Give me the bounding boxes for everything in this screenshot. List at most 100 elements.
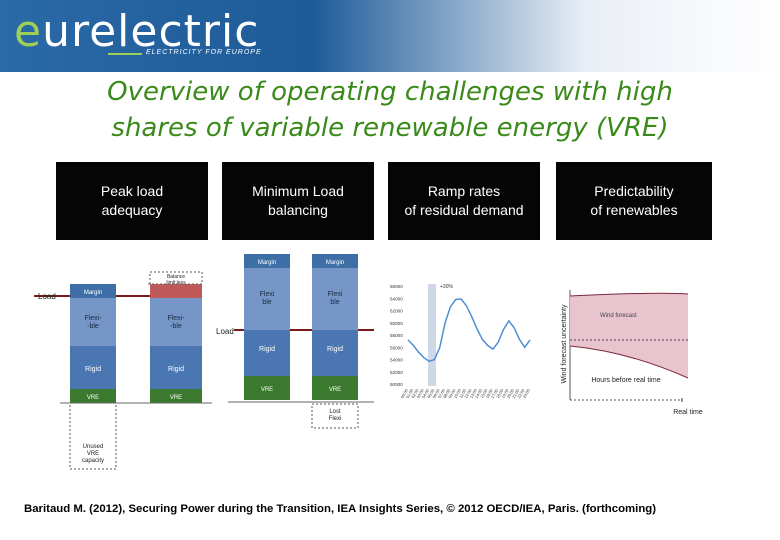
hours-before-label: Hours before real time bbox=[591, 377, 660, 384]
vre-block bbox=[70, 389, 116, 403]
margin-label: Margin bbox=[326, 260, 344, 266]
upper-bound-line bbox=[569, 292, 689, 297]
unused-vre-label: Unused VRE capacity bbox=[82, 444, 104, 464]
panel-line-1: Peak load bbox=[100, 183, 164, 199]
lost-flexi-box bbox=[311, 403, 359, 429]
flexible-label: Flexi--ble bbox=[167, 315, 185, 330]
minimum-load-diagram: Margin Flexi ble Rigid VRE Margin Flexi bl… bbox=[216, 254, 374, 429]
uncertainty-band bbox=[570, 293, 688, 378]
x-tick-label: 02:00 bbox=[410, 387, 420, 399]
flexible-block bbox=[244, 268, 290, 330]
y-tick-label: 54000 bbox=[390, 358, 403, 363]
rigid-label: Rigid bbox=[259, 346, 275, 353]
margin-block bbox=[70, 284, 116, 298]
text-line: Lost bbox=[329, 409, 341, 415]
panel-line-2: of residual demand bbox=[404, 202, 524, 218]
panel-line-1: Ramp rates bbox=[427, 183, 501, 199]
x-tick-label: 08:00 bbox=[442, 387, 452, 399]
x-tick-group: 00:0001:0002:0003:0004:0005:0006:0007:00… bbox=[400, 387, 532, 399]
flexible-block bbox=[150, 298, 202, 346]
y-tick-label: 56000 bbox=[390, 345, 403, 350]
y-tick-label: 64000 bbox=[390, 296, 403, 301]
peak-load-diagram: Margin Flexi--ble Rigid VRE Unused VRE cap… bbox=[34, 271, 212, 470]
text-line: VRE bbox=[87, 451, 99, 457]
rigid-label: Rigid bbox=[327, 346, 343, 353]
citation: Baritaud M. (2012), Securing Power durin… bbox=[24, 503, 657, 515]
x-tick-label: 22:00 bbox=[516, 387, 526, 399]
rigid-label: Rigid bbox=[168, 366, 184, 373]
y-tick-label: 52000 bbox=[390, 370, 403, 375]
text-line: limit less bbox=[166, 280, 186, 286]
vre-block bbox=[244, 376, 290, 400]
panel-ramp-rates: Ramp rates of residual demand bbox=[388, 162, 540, 240]
y-tick-label: 62000 bbox=[390, 309, 403, 314]
highlight-band bbox=[428, 284, 436, 386]
x-tick-label: 06:00 bbox=[431, 387, 441, 399]
x-tick-label: 01:00 bbox=[405, 387, 415, 399]
y-tick-label: 50000 bbox=[390, 382, 403, 387]
margin-label: Margin bbox=[84, 290, 102, 296]
rigid-block bbox=[150, 346, 202, 389]
y-tick-label: 60000 bbox=[390, 321, 403, 326]
panel-line-2: balancing bbox=[268, 202, 328, 218]
balance-limit-block bbox=[150, 284, 202, 298]
flexible-label: Flexi ble bbox=[328, 291, 343, 306]
slide-title: Overview of operating challenges with hi… bbox=[40, 74, 740, 146]
text-line: Flexi bbox=[329, 416, 342, 422]
y-tick-group: 66000 64000 62000 60000 58000 56000 54000 52000… bbox=[390, 284, 403, 387]
flexible-block bbox=[312, 268, 358, 330]
eurelectric-logo[interactable]: eurelectric bbox=[14, 8, 259, 56]
x-tick-label: 11:00 bbox=[458, 387, 468, 399]
x-tick-label: 15:00 bbox=[479, 387, 489, 399]
text-line: ble bbox=[330, 299, 339, 306]
x-tick-label: 21:00 bbox=[511, 387, 521, 399]
lost-flexi-label: Lost Flexi bbox=[329, 409, 342, 422]
x-tick-label: 09:00 bbox=[447, 387, 457, 399]
text-line: Flexi- bbox=[167, 315, 185, 322]
panel-line-1: Predictability bbox=[594, 183, 674, 199]
rigid-label: Rigid bbox=[85, 366, 101, 373]
title-line-1: Overview of operating challenges with hi… bbox=[107, 77, 673, 107]
text-line: Balance bbox=[167, 274, 185, 280]
rigid-block bbox=[312, 330, 358, 376]
text-line: Hours before real time bbox=[591, 377, 660, 384]
vre-label: VRE bbox=[170, 395, 182, 401]
panel-minimum-load: Minimum Load balancing bbox=[222, 162, 374, 240]
real-time-label: Real time bbox=[673, 409, 703, 416]
panel-line-1: Minimum Load bbox=[252, 183, 344, 199]
x-tick-label: 19:00 bbox=[500, 387, 510, 399]
x-tick-label: 05:00 bbox=[426, 387, 436, 399]
predictability-diagram: Wind forecast uncertainty Wind forecast … bbox=[561, 290, 703, 416]
flexible-block bbox=[70, 298, 116, 346]
wind-forecast-label: Wind forecast bbox=[600, 313, 637, 319]
lower-bound-line bbox=[569, 345, 689, 379]
vre-block bbox=[150, 389, 202, 403]
margin-label: Margin bbox=[258, 260, 276, 266]
title-line-2: shares of variable renewable energy (VRE… bbox=[111, 113, 669, 143]
vre-label: VRE bbox=[261, 387, 273, 393]
text-line: Unused bbox=[83, 444, 104, 450]
logo-rest: urelectric bbox=[42, 6, 260, 57]
text-line: Flexi bbox=[260, 291, 275, 298]
vre-label: VRE bbox=[329, 387, 341, 393]
flexible-label: Flexi ble bbox=[260, 291, 275, 306]
x-tick-label: 18:00 bbox=[495, 387, 505, 399]
ramp-annotation: +30% bbox=[440, 284, 453, 290]
x-tick-label: 20:00 bbox=[506, 387, 516, 399]
x-tick-label: 17:00 bbox=[490, 387, 500, 399]
x-tick-label: 04:00 bbox=[421, 387, 431, 399]
y-tick-label: 66000 bbox=[390, 284, 403, 289]
text-line: Flexi- bbox=[84, 315, 102, 322]
panel-predictability: Predictability of renewables bbox=[556, 162, 712, 240]
text-line: ble bbox=[262, 299, 271, 306]
flexible-label: Flexi--ble bbox=[84, 315, 102, 330]
panel-line-2: adequacy bbox=[101, 202, 163, 218]
uncertainty-axis-label: Wind forecast uncertainty bbox=[561, 304, 568, 383]
logo-underline bbox=[108, 53, 142, 55]
logo-tagline: ELECTRICITY FOR EUROPE bbox=[146, 49, 262, 56]
y-tick-label: 58000 bbox=[390, 333, 403, 338]
panel-peak-load: Peak load adequacy bbox=[56, 162, 208, 240]
balance-limit-label: Balance limit less bbox=[166, 274, 186, 286]
x-tick-label: 03:00 bbox=[415, 387, 425, 399]
x-tick-label: 12:00 bbox=[463, 387, 473, 399]
